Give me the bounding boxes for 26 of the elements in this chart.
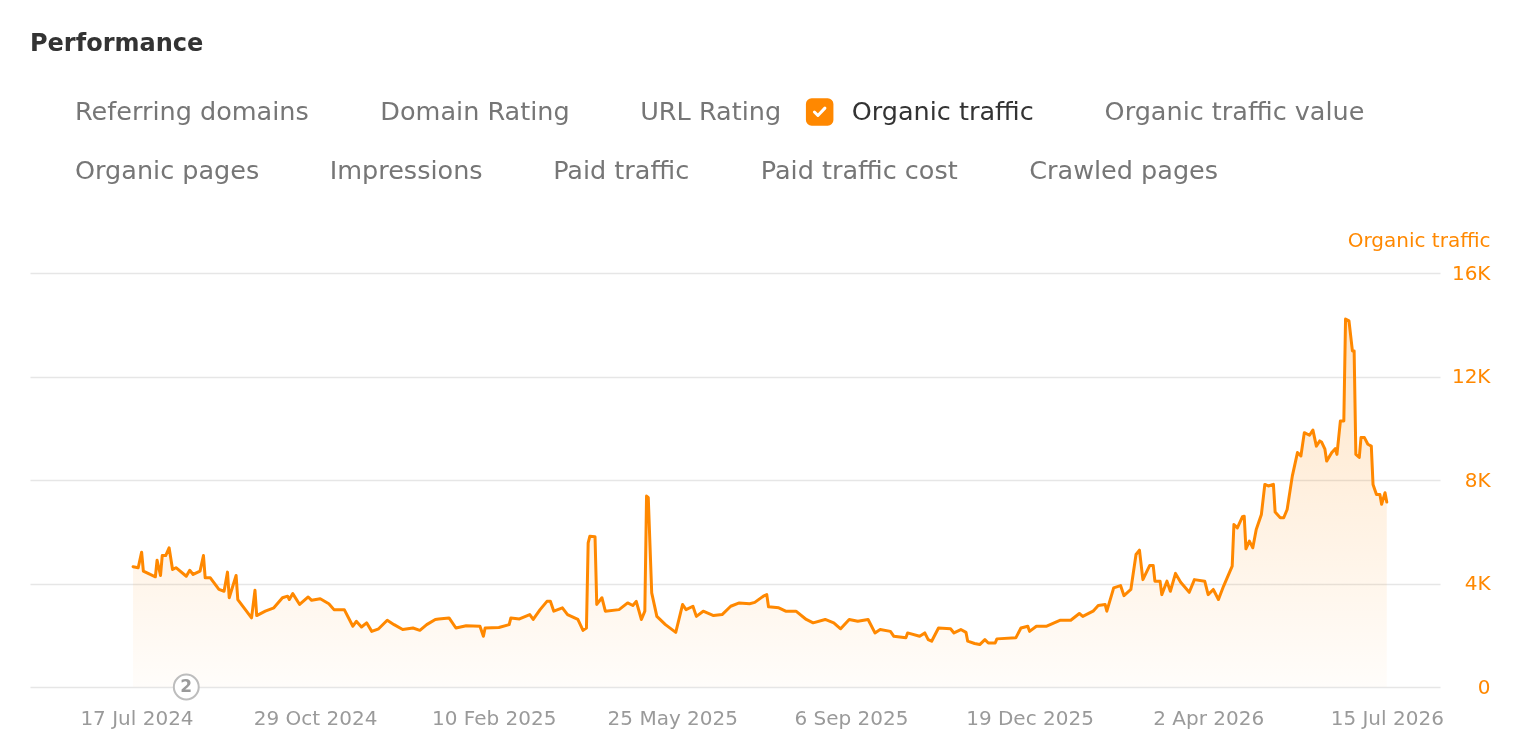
x-tick-label: 19 Dec 2025: [966, 705, 1094, 730]
x-tick-label: 6 Sep 2025: [794, 705, 909, 730]
text: Organic traffic value: [1104, 96, 1365, 126]
text: Domain Rating: [380, 96, 570, 126]
x-tick-label: 15 Jul 2026: [1330, 705, 1444, 730]
x-tick-label: 29 Oct 2024: [253, 705, 378, 730]
x-tick-label: 17 Jul 2024: [80, 705, 194, 730]
chart-title: Performance: [30, 29, 204, 57]
y-tick-label: 12K: [1451, 364, 1492, 388]
y-axis-title: Organic traffic: [1347, 227, 1491, 252]
text: Crawled pages: [1029, 155, 1219, 185]
text: URL Rating: [640, 96, 782, 126]
x-tick-label: 2 Apr 2026: [1153, 705, 1265, 730]
text: Organic pages: [75, 155, 260, 185]
text: Referring domains: [75, 96, 309, 126]
y-tick-label: 8K: [1464, 467, 1492, 492]
y-tick-label: 16K: [1451, 260, 1492, 285]
annotation: 2: [180, 676, 193, 696]
text: Impressions: [329, 155, 483, 185]
x-tick-label: 10 Feb 2025: [431, 705, 557, 730]
y-tick-label: 4K: [1464, 571, 1492, 595]
text: Paid traffic cost: [760, 155, 958, 185]
y-tick-label: 0: [1477, 674, 1491, 699]
text: Paid traffic: [553, 155, 690, 185]
x-tick-label: 25 May 2025: [607, 705, 739, 730]
legend-label: Organic traffic: [851, 96, 1034, 126]
